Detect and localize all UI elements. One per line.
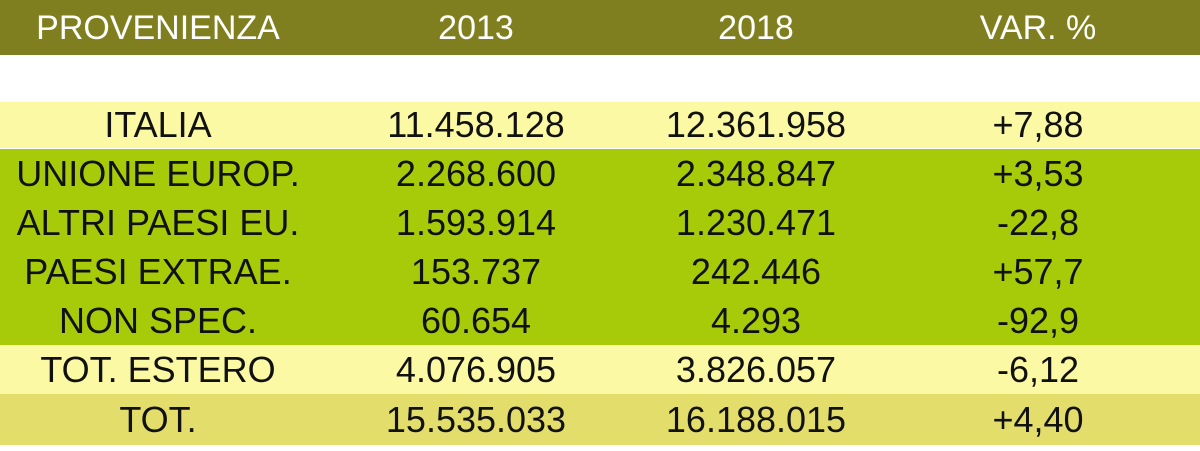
row-label: TOT. [119,398,197,440]
value-var-percent: -92,9 [996,299,1080,341]
table-header: PROVENIENZA 2013 2018 VAR. % [0,0,1200,55]
table-row-paesi-extrae: PAESI EXTRAE. 153.737 242.446 +57,7 [0,247,1200,296]
value-var-percent: -6,12 [996,348,1080,390]
row-label: ALTRI PAESI EU. [16,201,300,243]
value-2013: 15.535.033 [385,398,567,440]
value-2018: 16.188.015 [665,398,847,440]
value-var-percent: +3,53 [992,152,1084,194]
value-2013: 2.268.600 [395,152,557,194]
row-label: PAESI EXTRAE. [24,250,292,292]
value-2018: 2.348.847 [675,152,837,194]
row-label: ITALIA [104,104,212,145]
value-2018: 4.293 [710,299,802,341]
value-2018: 3.826.057 [675,348,837,390]
row-label: UNIONE EUROP. [16,152,300,194]
header-2013: 2013 [438,8,514,47]
table-row-unione-europea: UNIONE EUROP. 2.268.600 2.348.847 +3,53 [0,149,1200,198]
table-row-tot-estero: TOT. ESTERO 4.076.905 3.826.057 -6,12 [0,345,1200,394]
header-2018: 2018 [718,8,794,47]
table-row-tot: TOT. 15.535.033 16.188.015 +4,40 [0,394,1200,445]
value-2013: 1.593.914 [395,201,557,243]
header-provenienza: PROVENIENZA [36,8,280,47]
value-2018: 1.230.471 [675,201,837,243]
value-2018: 12.361.958 [665,104,847,145]
value-2018: 242.446 [690,250,822,292]
value-var-percent: +7,88 [992,104,1084,145]
value-var-percent: +4,40 [992,398,1084,440]
value-2013: 60.654 [420,299,532,341]
header-var-percent: VAR. % [979,8,1097,47]
value-var-percent: -22,8 [996,201,1080,243]
table-row-italia: ITALIA 11.458.128 12.361.958 +7,88 [0,102,1200,148]
row-label: TOT. ESTERO [40,348,276,390]
value-2013: 11.458.128 [387,104,565,145]
row-label: NON SPEC. [58,299,258,341]
value-var-percent: +57,7 [992,250,1084,292]
table-row-altri-paesi-eu: ALTRI PAESI EU. 1.593.914 1.230.471 -22,… [0,198,1200,247]
table-row-non-spec: NON SPEC. 60.654 4.293 -92,9 [0,296,1200,345]
value-2013: 153.737 [410,250,542,292]
value-2013: 4.076.905 [395,348,557,390]
